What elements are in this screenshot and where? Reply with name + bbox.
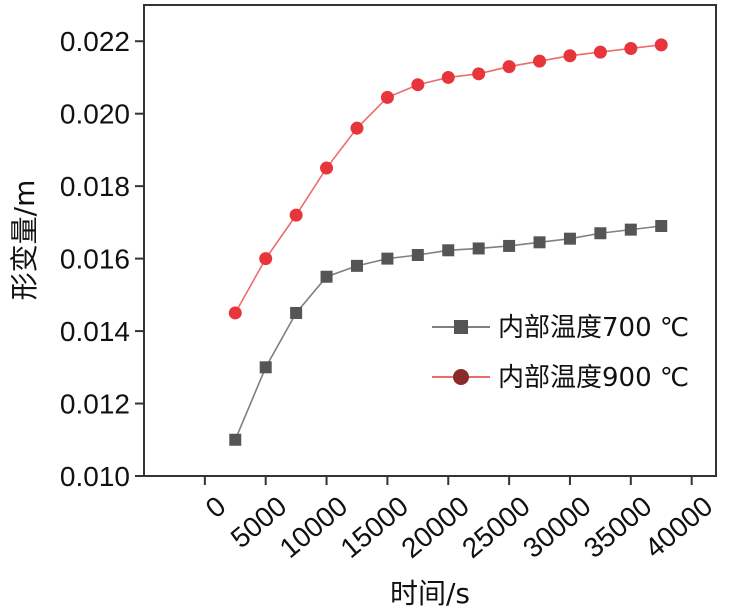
- data-point-circle: [320, 161, 334, 175]
- legend-label-1: 内部温度700 ℃: [498, 313, 689, 343]
- series-layer: [228, 38, 668, 446]
- data-point-square: [563, 232, 576, 245]
- data-point-square: [381, 252, 394, 265]
- x-tick-label: 25000: [456, 490, 536, 564]
- x-tick-label: 20000: [395, 490, 475, 564]
- x-axis-title: 时间/s: [390, 577, 470, 608]
- y-tick-label: 0.010: [60, 461, 130, 492]
- x-tick-label: 15000: [335, 490, 415, 564]
- data-point-square: [503, 239, 516, 252]
- y-axis-ticks: 0.010 0.012 0.014 0.016 0.018 0.020 0.022: [60, 26, 144, 492]
- x-tick-label: 30000: [517, 490, 597, 564]
- data-point-circle: [472, 67, 486, 81]
- data-point-square: [411, 248, 424, 261]
- data-point-circle: [654, 38, 668, 52]
- data-point-square: [594, 227, 607, 240]
- data-point-circle: [380, 90, 394, 104]
- data-point-square: [533, 236, 546, 249]
- series-line-2: [234, 44, 662, 314]
- data-point-square: [442, 244, 455, 257]
- data-point-circle: [624, 41, 638, 55]
- data-point-square: [624, 223, 637, 236]
- data-point-circle: [289, 208, 303, 222]
- data-point-circle: [350, 121, 364, 135]
- data-point-circle: [228, 306, 242, 320]
- data-point-square: [229, 433, 242, 446]
- data-point-circle: [563, 49, 577, 63]
- data-point-square: [350, 259, 363, 272]
- y-tick-label: 0.022: [60, 26, 130, 57]
- legend-marker-circle: [453, 369, 469, 385]
- legend-label-2: 内部温度900 ℃: [498, 363, 689, 393]
- y-tick-label: 0.016: [60, 244, 130, 275]
- legend: 内部温度700 ℃ 内部温度900 ℃: [432, 313, 689, 393]
- data-point-square: [655, 220, 668, 233]
- data-point-square: [320, 270, 333, 283]
- data-point-circle: [502, 60, 516, 74]
- data-point-square: [259, 361, 272, 374]
- x-tick-label: 40000: [639, 490, 719, 564]
- data-point-circle: [411, 78, 425, 92]
- data-point-circle: [593, 45, 607, 59]
- y-tick-label: 0.014: [60, 316, 130, 347]
- data-point-circle: [259, 252, 273, 266]
- data-point-square: [472, 242, 485, 255]
- legend-marker-square: [454, 320, 468, 334]
- x-tick-label: 35000: [578, 490, 658, 564]
- plot-frame: [143, 4, 717, 477]
- x-tick-label: 10000: [274, 490, 354, 564]
- data-point-square: [290, 306, 303, 319]
- y-tick-label: 0.018: [60, 171, 130, 202]
- y-tick-label: 0.020: [60, 99, 130, 130]
- y-tick-label: 0.012: [60, 389, 130, 420]
- data-point-circle: [441, 70, 455, 84]
- data-point-circle: [533, 54, 547, 68]
- y-axis-title: 形变量/m: [8, 180, 41, 301]
- x-tick-label: 0: [200, 490, 232, 524]
